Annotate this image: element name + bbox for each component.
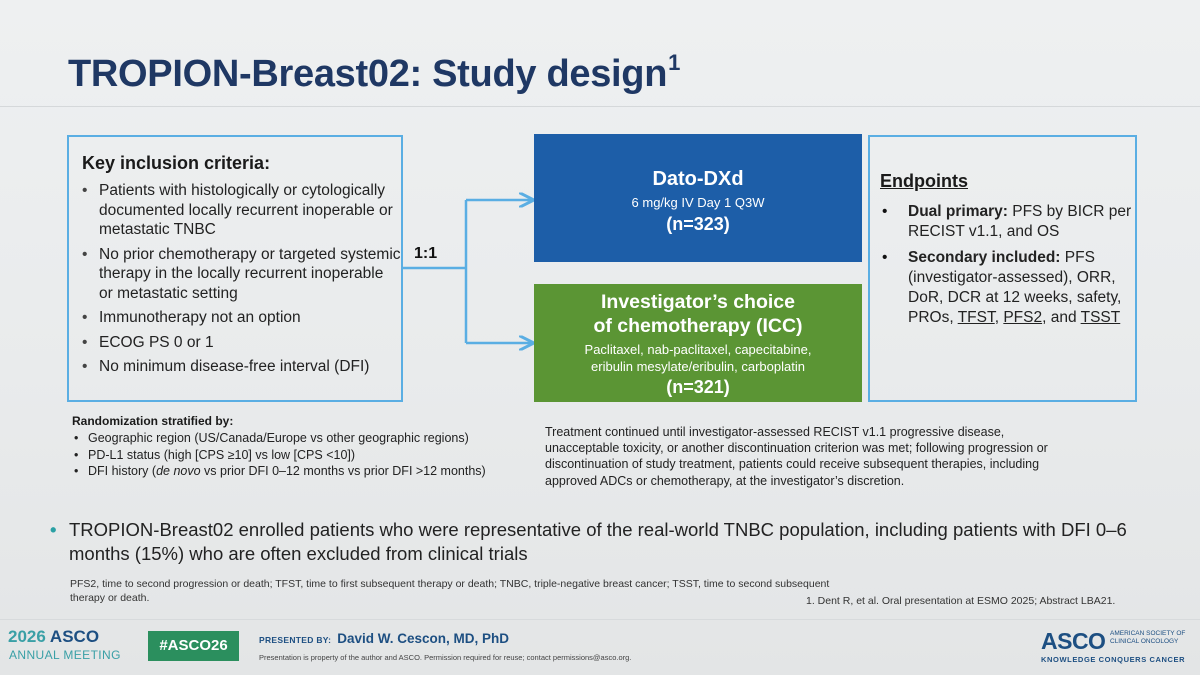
arm2-drugs-line1: Paclitaxel, nab-paclitaxel, capecitabine… xyxy=(584,342,812,357)
arm1-n: (n=323) xyxy=(666,214,730,234)
hashtag-badge: #ASCO26 xyxy=(148,631,239,661)
meeting-logo: 2026 ASCO xyxy=(8,627,100,646)
randomization-ratio: 1:1 xyxy=(414,245,438,262)
meeting-subtitle: ANNUAL MEETING xyxy=(9,648,121,662)
abbr-pfs2: PFS2 xyxy=(1003,309,1043,326)
asco-tagline: KNOWLEDGE CONQUERS CANCER xyxy=(1041,655,1186,664)
arm2-drugs-line2: eribulin mesylate/eribulin, carboplatin xyxy=(591,359,805,374)
inclusion-list: Patients with histologically or cytologi… xyxy=(82,181,401,377)
endpoints-box: Endpoints Dual primary: PFS by BICR per … xyxy=(868,135,1137,402)
asco-logo: ASCO xyxy=(1041,628,1106,654)
stratification-heading: Randomization stratified by: xyxy=(72,414,234,428)
slide-title: TROPION-Breast02: Study design1 xyxy=(68,50,681,95)
presenter: PRESENTED BY: David W. Cescon, MD, PhD xyxy=(259,631,510,646)
arm1-dose: 6 mg/kg IV Day 1 Q3W xyxy=(631,195,765,210)
footer-divider xyxy=(0,619,1200,620)
bullet-icon: • xyxy=(50,519,57,540)
arm-dato-dxd-box: Dato-DXd 6 mg/kg IV Day 1 Q3W (n=323) xyxy=(534,134,862,262)
abbreviations: PFS2, time to second progression or deat… xyxy=(70,578,830,604)
list-item: Geographic region (US/Canada/Europe vs o… xyxy=(72,430,542,447)
treatment-note: Treatment continued until investigator-a… xyxy=(545,425,1048,488)
endpoints-heading: Endpoints xyxy=(880,171,968,191)
abbr-tsst: TSST xyxy=(1080,309,1121,326)
list-item: No prior chemotherapy or targeted system… xyxy=(82,245,401,304)
list-item: PD-L1 status (high [CPS ≥10] vs low [CPS… xyxy=(72,447,542,464)
arm1-name: Dato-DXd xyxy=(652,168,744,190)
list-item: Patients with histologically or cytologi… xyxy=(82,181,401,240)
list-item: Immunotherapy not an option xyxy=(82,308,401,328)
list-item: DFI history (de novo vs prior DFI 0–12 m… xyxy=(72,463,542,480)
list-item: ECOG PS 0 or 1 xyxy=(82,333,401,353)
inclusion-criteria-box: Key inclusion criteria: Patients with hi… xyxy=(67,135,403,402)
arm2-name-line2: of chemotherapy (ICC) xyxy=(593,315,803,337)
endpoints-list: Dual primary: PFS by BICR per RECIST v1.… xyxy=(880,202,1135,328)
reference: 1. Dent R, et al. Oral presentation at E… xyxy=(806,595,1116,607)
arm2-n: (n=321) xyxy=(666,377,730,397)
arm-icc-box: Investigator’s choice of chemotherapy (I… xyxy=(534,284,862,402)
arm2-name-line1: Investigator’s choice xyxy=(601,291,795,313)
endpoint-primary: Dual primary: PFS by BICR per RECIST v1.… xyxy=(880,202,1135,242)
stratification-block: Randomization stratified by: Geographic … xyxy=(72,414,542,480)
abbr-tfst: TFST xyxy=(957,309,995,326)
title-divider xyxy=(0,106,1200,107)
endpoint-secondary: Secondary included: PFS (investigator-as… xyxy=(880,248,1135,328)
title-footnote-marker: 1 xyxy=(668,50,681,75)
asco-logo-subtitle: AMERICAN SOCIETY OF CLINICAL ONCOLOGY xyxy=(1110,630,1186,645)
key-message: • TROPION-Breast02 enrolled patients who… xyxy=(50,519,1127,564)
stratification-list: Geographic region (US/Canada/Europe vs o… xyxy=(72,430,542,480)
permission-note: Presentation is property of the author a… xyxy=(259,653,632,662)
list-item: No minimum disease-free interval (DFI) xyxy=(82,357,401,377)
inclusion-heading: Key inclusion criteria: xyxy=(82,153,271,173)
